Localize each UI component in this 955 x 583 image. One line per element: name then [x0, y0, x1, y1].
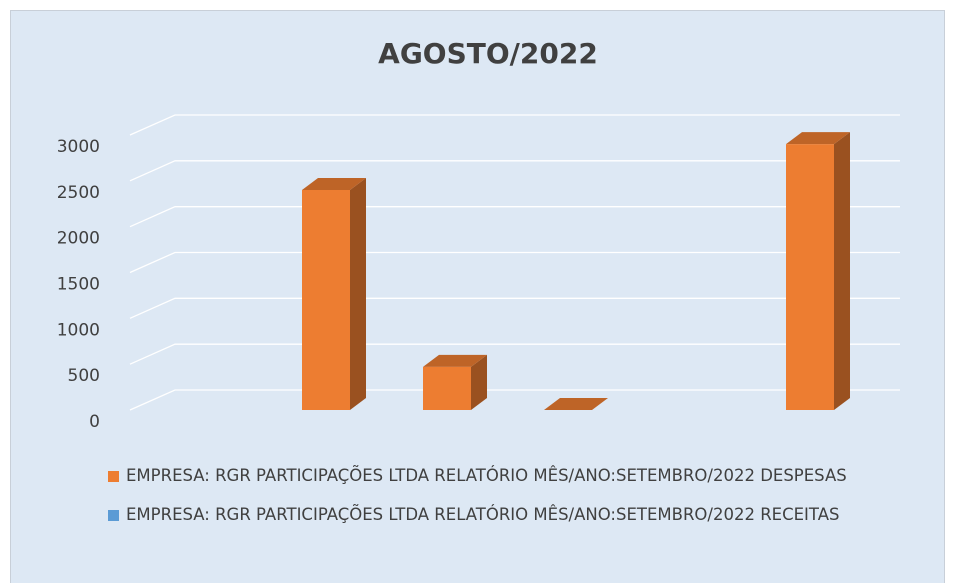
bar-face — [302, 178, 366, 190]
bar-face — [544, 398, 608, 410]
bar — [302, 178, 366, 410]
bar — [423, 354, 487, 410]
y-tick-label: 2500 — [57, 183, 100, 203]
grid-line — [129, 389, 900, 411]
bar-face — [423, 366, 471, 410]
bar — [786, 132, 850, 410]
legend-label: EMPRESA: RGR PARTICIPAÇÕES LTDA RELATÓRI… — [126, 466, 847, 485]
grid-line — [129, 206, 900, 228]
bar-face — [834, 132, 850, 410]
bar-face — [423, 354, 487, 367]
bar-face — [350, 178, 366, 410]
y-tick-label: 1500 — [57, 275, 100, 295]
bar-face — [471, 354, 487, 410]
bar-face — [786, 144, 834, 410]
legend-label: EMPRESA: RGR PARTICIPAÇÕES LTDA RELATÓRI… — [126, 505, 840, 524]
chart-title: AGOSTO/2022 — [378, 37, 598, 70]
y-tick-label: 3000 — [57, 137, 100, 157]
legend: EMPRESA: RGR PARTICIPAÇÕES LTDA RELATÓRI… — [108, 463, 898, 541]
bar-face — [302, 190, 350, 410]
y-tick-label: 500 — [68, 366, 100, 386]
grid-line — [129, 160, 900, 182]
legend-item: EMPRESA: RGR PARTICIPAÇÕES LTDA RELATÓRI… — [108, 502, 898, 527]
grid-line — [129, 343, 900, 365]
legend-item: EMPRESA: RGR PARTICIPAÇÕES LTDA RELATÓRI… — [108, 463, 898, 488]
y-tick-label: 1000 — [57, 320, 100, 340]
grid-line — [129, 251, 900, 274]
bar — [544, 398, 608, 410]
y-tick-label: 0 — [89, 412, 100, 432]
grid-line — [129, 114, 900, 136]
grid-line — [129, 297, 900, 319]
legend-swatch — [108, 510, 119, 521]
bar-face — [786, 132, 850, 145]
y-tick-label: 2000 — [57, 229, 100, 249]
legend-swatch — [108, 471, 119, 482]
